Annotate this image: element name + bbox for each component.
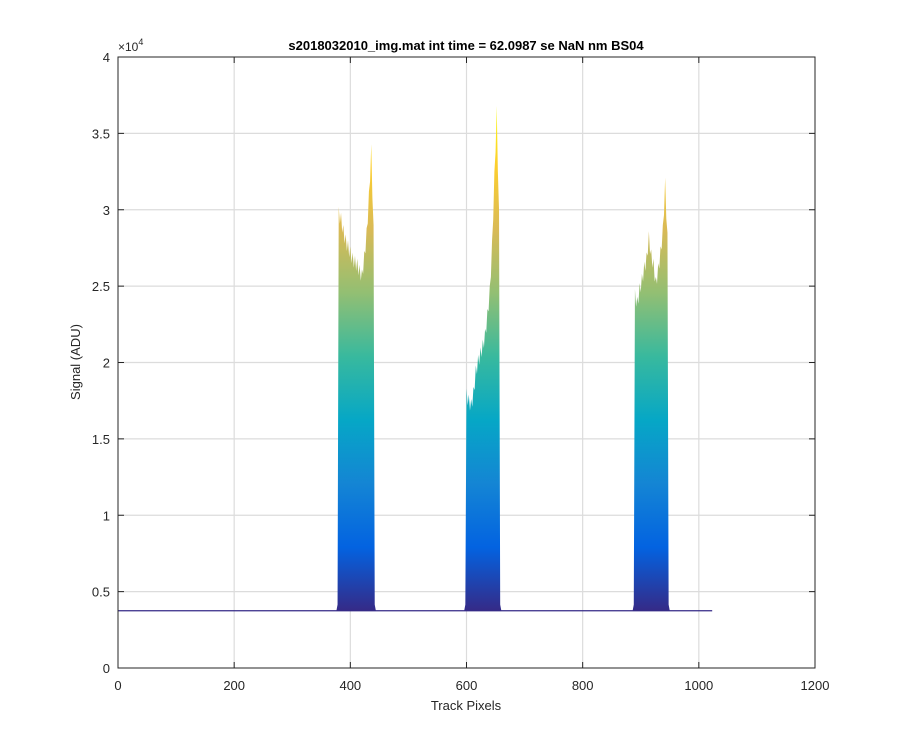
y-exponent-label: ×104	[118, 37, 143, 54]
signal-peak-2	[464, 105, 502, 611]
y-tick-label: 3.5	[92, 126, 110, 141]
x-axis-ticks: 0 200 400 600 800 1000 1200	[114, 57, 829, 693]
y-tick-label: 0.5	[92, 585, 110, 600]
signal-peak-1	[336, 144, 376, 611]
y-tick-label: 2	[103, 356, 110, 371]
y-tick-label: 0	[103, 661, 110, 676]
x-axis-label: Track Pixels	[431, 698, 502, 713]
y-tick-label: 2.5	[92, 279, 110, 294]
y-tick-label: 3	[103, 203, 110, 218]
x-tick-label: 800	[572, 678, 594, 693]
y-tick-label: 1.5	[92, 432, 110, 447]
y-axis-ticks: 0 0.5 1 1.5 2 2.5 3 3.5 4	[92, 50, 815, 676]
y-tick-label: 4	[103, 50, 110, 65]
signal-areas	[118, 105, 713, 612]
signal-peak-3	[632, 177, 670, 611]
x-tick-label: 200	[223, 678, 245, 693]
x-tick-label: 600	[456, 678, 478, 693]
x-tick-label: 1200	[801, 678, 830, 693]
x-tick-label: 1000	[684, 678, 713, 693]
x-tick-label: 400	[339, 678, 361, 693]
y-axis-label: Signal (ADU)	[68, 324, 83, 400]
chart-title: s2018032010_img.mat int time = 62.0987 s…	[288, 38, 644, 53]
x-tick-label: 0	[114, 678, 121, 693]
y-tick-label: 1	[103, 508, 110, 523]
